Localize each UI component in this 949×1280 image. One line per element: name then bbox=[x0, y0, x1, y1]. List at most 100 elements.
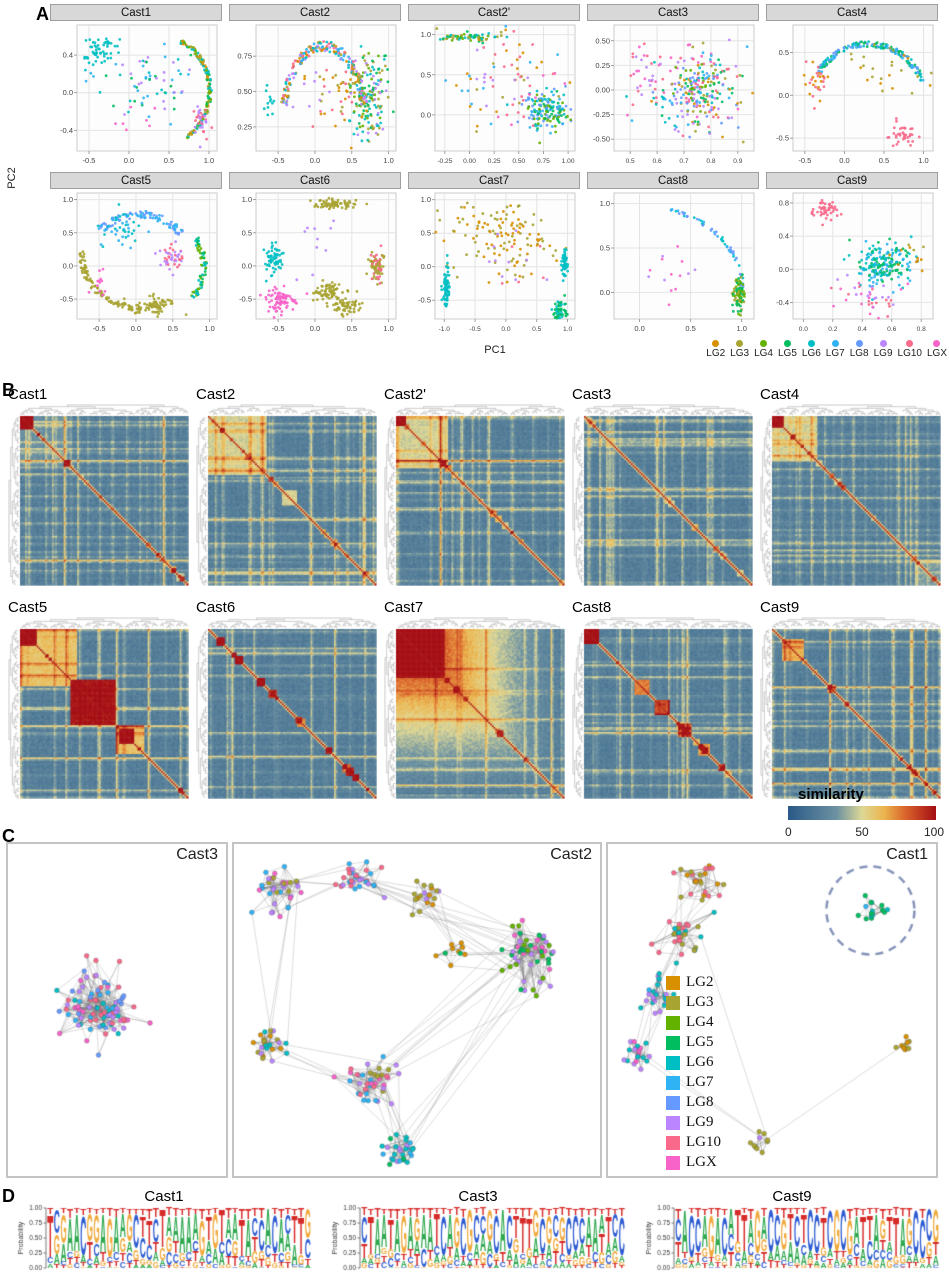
svg-text:1.0: 1.0 bbox=[737, 324, 747, 333]
colorbar-gradient bbox=[788, 806, 936, 820]
heatmap-cell: Cast1 bbox=[8, 386, 189, 591]
svg-text:0.6: 0.6 bbox=[887, 326, 896, 333]
legend-swatch-icon bbox=[666, 1135, 680, 1150]
legend-item-label: LG10 bbox=[897, 348, 922, 359]
svg-text:0.75: 0.75 bbox=[237, 52, 252, 61]
heatmap-cell: Cast4 bbox=[760, 386, 941, 591]
svg-text:0.25: 0.25 bbox=[237, 122, 252, 131]
heatmap-cell: Cast2 bbox=[196, 386, 377, 591]
legend-item: LG4 bbox=[666, 1014, 721, 1031]
pca-plot: 0.0 0.2 0.4 0.6 0.8 -0.4 0.0 0.4 0.8 bbox=[776, 192, 934, 333]
legend-item: LG8 bbox=[850, 340, 869, 359]
pca-subplot: Cast1 -0.5 0.0 0.5 1.0 -0.4 0.0 0.4 bbox=[50, 4, 222, 167]
svg-text:0.5: 0.5 bbox=[685, 324, 695, 333]
svg-text:-0.50: -0.50 bbox=[593, 135, 610, 144]
heatmap-title: Cast1 bbox=[8, 386, 48, 403]
colorbar-ticks: 0 50 100 bbox=[785, 825, 944, 839]
legend-dot-icon bbox=[736, 340, 744, 347]
panel-c-networks: C Cast3 Cast2 Cast1 LG2 LG3 LG4 LG5 LG6 LG7 LG8 L… bbox=[0, 826, 949, 1186]
heatmap-title: Cast8 bbox=[572, 599, 612, 616]
heatmap-canvas bbox=[760, 404, 941, 586]
legend-swatch-icon bbox=[666, 1035, 680, 1050]
network-canvas bbox=[608, 844, 936, 1176]
heatmap-title: Cast3 bbox=[572, 386, 612, 403]
svg-text:1.0: 1.0 bbox=[242, 195, 252, 204]
svg-text:0.5: 0.5 bbox=[168, 324, 178, 333]
svg-text:-0.5: -0.5 bbox=[272, 156, 285, 165]
pca-subplot-title: Cast5 bbox=[50, 172, 222, 189]
legend-item: LGX bbox=[927, 340, 947, 359]
svg-text:1.0: 1.0 bbox=[204, 324, 214, 333]
heatmap-canvas bbox=[572, 404, 753, 586]
svg-text:0.8: 0.8 bbox=[779, 198, 789, 207]
heatmap-cell: Cast8 bbox=[572, 599, 753, 804]
svg-text:0.0: 0.0 bbox=[501, 326, 510, 333]
svg-text:1.0: 1.0 bbox=[421, 195, 431, 204]
legend-item-label: LG7 bbox=[825, 348, 845, 359]
legend-item: LG3 bbox=[730, 340, 749, 359]
legend-swatch-icon bbox=[666, 1155, 680, 1170]
colorbar-title: similarity bbox=[798, 786, 864, 803]
svg-text:0.9: 0.9 bbox=[733, 158, 742, 165]
svg-text:0.25: 0.25 bbox=[595, 61, 610, 70]
svg-text:0.0: 0.0 bbox=[799, 326, 808, 333]
svg-text:-0.5: -0.5 bbox=[272, 324, 285, 333]
pca-subplot: Cast9 0.0 0.2 0.4 0.6 0.8 -0.4 0.0 0.4 0.8 bbox=[766, 172, 938, 335]
pca-subplot-title: Cast9 bbox=[766, 172, 938, 189]
legend-item: LG2 bbox=[706, 340, 725, 359]
legend-item-label: LG7 bbox=[686, 1074, 714, 1090]
svg-text:0.5: 0.5 bbox=[879, 156, 889, 165]
panel-a-pca: A PC2 Cast1 -0.5 0.0 0.5 1.0 -0.4 0.0 0.4 Cast2-… bbox=[0, 0, 949, 378]
svg-text:0.5: 0.5 bbox=[347, 156, 357, 165]
legend-dot-icon bbox=[855, 340, 863, 347]
sequence-logo: Cast3 bbox=[328, 1188, 628, 1277]
svg-text:0.5: 0.5 bbox=[421, 70, 431, 79]
svg-text:0.0: 0.0 bbox=[124, 156, 134, 165]
sequence-logo-title: Cast1 bbox=[144, 1188, 184, 1205]
svg-text:0.0: 0.0 bbox=[310, 324, 320, 333]
svg-text:-0.5: -0.5 bbox=[798, 156, 811, 165]
legend-swatch-icon bbox=[666, 1115, 680, 1130]
svg-text:-0.5: -0.5 bbox=[418, 296, 431, 305]
svg-text:1.00: 1.00 bbox=[562, 158, 575, 165]
legend-item-label: LG10 bbox=[686, 1134, 721, 1150]
svg-text:0.6: 0.6 bbox=[652, 158, 661, 165]
heatmap-canvas bbox=[196, 617, 377, 799]
legend-item: LG5 bbox=[666, 1034, 721, 1051]
svg-text:-0.25: -0.25 bbox=[593, 110, 610, 119]
legend-item: LGX bbox=[666, 1154, 721, 1171]
heatmap-grid: Cast1 Cast2 Cast2' Cast3 Cast4 Cast5 Cast6 Cast… bbox=[8, 386, 941, 804]
sequence-logo-canvas bbox=[642, 1204, 942, 1272]
svg-text:0.75: 0.75 bbox=[537, 158, 550, 165]
svg-text:-0.5: -0.5 bbox=[469, 326, 481, 333]
sequence-logo-canvas bbox=[14, 1204, 314, 1272]
svg-text:1.0: 1.0 bbox=[383, 324, 393, 333]
sequence-logo-title: Cast3 bbox=[458, 1188, 498, 1205]
legend-swatch-icon bbox=[666, 1095, 680, 1110]
heatmap-canvas bbox=[760, 617, 941, 799]
panel-d-label: D bbox=[2, 1186, 15, 1206]
sequence-logo-title: Cast9 bbox=[772, 1188, 812, 1205]
legend-dot-icon bbox=[879, 340, 887, 347]
pca-subplot: Cast2' -0.25 0.00 0.25 0.50 0.75 1.00 0.0 0.5 1.0 bbox=[408, 4, 580, 167]
pca-plot: -0.5 0.0 0.5 1.0 -0.4 0.0 0.4 bbox=[60, 24, 218, 165]
svg-text:0.0: 0.0 bbox=[421, 110, 431, 119]
sequence-logo: Cast9 bbox=[642, 1188, 942, 1277]
svg-text:0.0: 0.0 bbox=[600, 288, 610, 297]
heatmap-canvas bbox=[572, 617, 753, 799]
legend-item: LG2 bbox=[666, 974, 721, 991]
pca-subplot: Cast6 -0.5 0.0 0.5 1.0 -0.5 0.0 0.5 1.0 bbox=[229, 172, 401, 335]
heatmap-title: Cast9 bbox=[760, 599, 800, 616]
network-box-title: Cast1 bbox=[886, 846, 928, 863]
svg-text:1.0: 1.0 bbox=[421, 30, 431, 39]
colorbar-tick-label: 100 bbox=[923, 825, 944, 839]
similarity-colorbar: similarity 0 50 100 bbox=[785, 786, 944, 839]
svg-text:-0.5: -0.5 bbox=[60, 295, 73, 304]
legend-item: LG8 bbox=[666, 1094, 721, 1111]
network-box: Cast2 bbox=[232, 842, 602, 1178]
heatmap-canvas bbox=[8, 617, 189, 799]
svg-text:0.5: 0.5 bbox=[242, 228, 252, 237]
panel-d-logos: D Cast1 Cast3 Cast9 bbox=[0, 1186, 949, 1280]
pca-subplot-title: Cast6 bbox=[229, 172, 401, 189]
legend-item-label: LGX bbox=[926, 348, 947, 359]
